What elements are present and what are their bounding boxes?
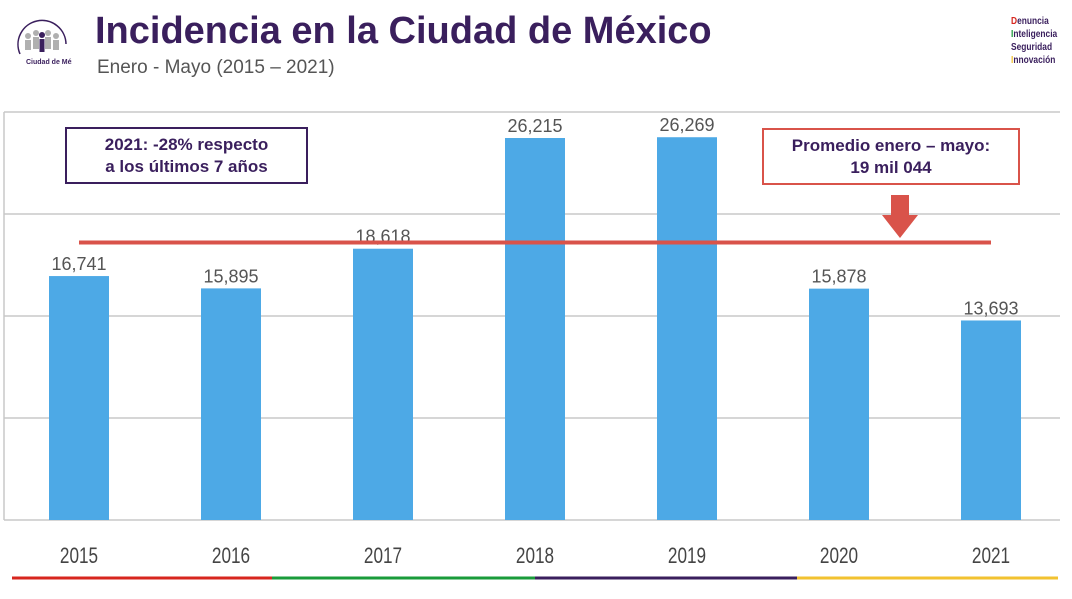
x-tick-label: 2017 — [364, 544, 402, 569]
bar-2021 — [961, 320, 1021, 520]
annotation-line: 19 mil 044 — [850, 158, 932, 177]
data-label: 26,215 — [507, 116, 562, 136]
brand-word: eguridad — [1016, 41, 1053, 53]
brand-disi: Denuncia Inteligencia Seguridad Innovación — [1011, 15, 1057, 67]
brand-initial: D — [1011, 15, 1018, 27]
annotation-line: a los últimos 7 años — [105, 157, 268, 176]
bar-2016 — [201, 288, 261, 520]
data-label: 16,741 — [51, 254, 106, 274]
svg-text:Ciudad de México: Ciudad de México — [26, 59, 72, 66]
brand-word: nteligencia — [1013, 28, 1058, 40]
data-label: 15,895 — [203, 266, 258, 286]
x-tick-label: 2019 — [668, 544, 706, 569]
page-subtitle: Enero - Mayo (2015 – 2021) — [97, 57, 335, 78]
data-label: 13,693 — [963, 298, 1018, 318]
data-label: 26,269 — [659, 115, 714, 135]
page-title: Incidencia en la Ciudad de México — [95, 10, 712, 52]
brand-line: Denuncia — [1011, 15, 1057, 28]
brand-word: enuncia — [1017, 15, 1049, 27]
brand-word: nnovación — [1013, 54, 1056, 66]
x-tick-label: 2018 — [516, 544, 554, 569]
x-tick-label: 2021 — [972, 544, 1010, 569]
logo-consejo-ciudadano: Ciudad de México — [17, 19, 72, 66]
data-label: 15,878 — [811, 267, 866, 287]
annotation-line: 2021: -28% respecto — [104, 135, 269, 154]
bar-2017 — [353, 248, 413, 520]
brand-initial: I — [1011, 54, 1014, 66]
bar-2020 — [809, 288, 869, 520]
brand-line: Seguridad — [1011, 41, 1057, 54]
annotation-2021-change: 2021: -28% respecto a los últimos 7 años — [65, 127, 308, 184]
brand-line: Innovación — [1011, 54, 1057, 67]
x-tick-label: 2016 — [212, 544, 250, 569]
x-tick-label: 2020 — [820, 544, 858, 569]
bar-2018 — [505, 138, 565, 520]
bar-2019 — [657, 137, 717, 520]
x-tick-label: 2015 — [60, 544, 98, 569]
bar-2015 — [49, 276, 109, 520]
brand-initial: S — [1011, 41, 1017, 53]
down-arrow-icon — [882, 195, 918, 238]
annotation-average: Promedio enero – mayo: 19 mil 044 — [762, 128, 1020, 185]
brand-initial: I — [1011, 28, 1014, 40]
annotation-line: Promedio enero – mayo: — [791, 136, 991, 155]
brand-line: Inteligencia — [1011, 28, 1057, 41]
